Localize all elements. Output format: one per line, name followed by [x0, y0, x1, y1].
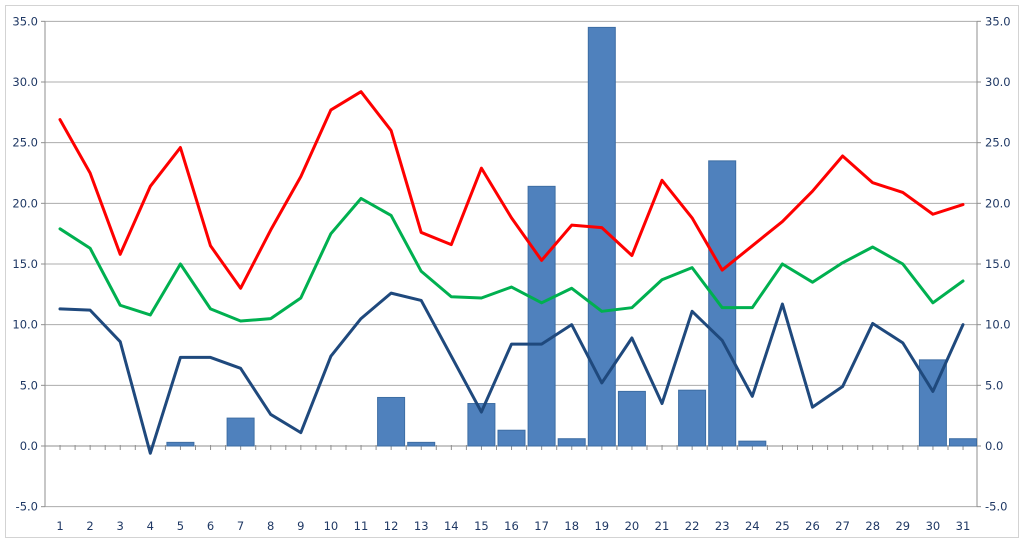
x-axis-label-11: 11 [354, 519, 369, 533]
x-axis-label-15: 15 [474, 519, 489, 533]
x-axis-label-29: 29 [895, 519, 910, 533]
x-axis-label-20: 20 [625, 519, 640, 533]
bar-day-23 [708, 160, 737, 447]
x-axis-label-14: 14 [444, 519, 459, 533]
right-axis-label-5.0: 5.0 [985, 378, 1003, 392]
x-axis-label-18: 18 [564, 519, 579, 533]
chart-frame [5, 5, 1019, 538]
left-axis-label-25.0: 25.0 [12, 136, 38, 150]
x-axis-label-3: 3 [117, 519, 124, 533]
right-axis-label-0.0: 0.0 [985, 439, 1003, 453]
x-axis-label-6: 6 [207, 519, 214, 533]
bar-day-12 [377, 396, 406, 447]
right-axis-label-20.0: 20.0 [985, 196, 1011, 210]
x-axis-label-16: 16 [504, 519, 519, 533]
left-axis-label-0.0: 0.0 [20, 439, 38, 453]
x-axis-label-5: 5 [177, 519, 184, 533]
x-axis-label-21: 21 [655, 519, 670, 533]
x-axis-label-2: 2 [86, 519, 93, 533]
x-axis-label-10: 10 [324, 519, 339, 533]
x-axis-label-1: 1 [56, 519, 63, 533]
bar-day-16 [497, 429, 526, 447]
x-axis-label-9: 9 [297, 519, 304, 533]
x-axis-label-19: 19 [594, 519, 609, 533]
x-axis-label-17: 17 [534, 519, 549, 533]
left-axis-label-5.0: 5.0 [20, 378, 38, 392]
x-axis-label-25: 25 [775, 519, 790, 533]
bar-day-17 [527, 185, 556, 447]
right-axis-label-10.0: 10.0 [985, 318, 1011, 332]
x-axis-label-27: 27 [835, 519, 850, 533]
bar-day-7 [226, 417, 255, 447]
left-axis-label-35.0: 35.0 [12, 14, 38, 28]
left-axis-label-20.0: 20.0 [12, 196, 38, 210]
x-axis-label-12: 12 [384, 519, 399, 533]
x-axis-label-28: 28 [865, 519, 880, 533]
green-line [58, 196, 965, 323]
bar-day-31 [949, 438, 977, 447]
x-axis-label-13: 13 [414, 519, 429, 533]
bar-day-18 [557, 438, 586, 447]
x-axis-label-30: 30 [926, 519, 941, 533]
bar-day-24 [738, 440, 767, 447]
right-axis-label-15.0: 15.0 [985, 257, 1011, 271]
bar-day-5 [166, 441, 195, 447]
left-axis-label-30.0: 30.0 [12, 75, 38, 89]
x-axis-label-8: 8 [267, 519, 274, 533]
x-axis-label-24: 24 [745, 519, 760, 533]
x-axis-label-23: 23 [715, 519, 730, 533]
x-axis-label-4: 4 [147, 519, 154, 533]
bar-day-13 [407, 441, 436, 447]
right-axis-label--5.0: -5.0 [985, 500, 1007, 514]
right-axis-label-25.0: 25.0 [985, 136, 1011, 150]
left-axis-label--5.0: -5.0 [16, 500, 38, 514]
x-axis-label-31: 31 [956, 519, 971, 533]
left-axis-label-10.0: 10.0 [12, 318, 38, 332]
bar-day-22 [678, 389, 707, 447]
red-line [58, 90, 965, 290]
right-axis-label-30.0: 30.0 [985, 75, 1011, 89]
x-axis-label-7: 7 [237, 519, 244, 533]
x-axis-label-26: 26 [805, 519, 820, 533]
bar-day-20 [617, 390, 646, 447]
x-axis-label-22: 22 [685, 519, 700, 533]
navy-line [58, 291, 965, 455]
right-axis-label-35.0: 35.0 [985, 14, 1011, 28]
left-axis-label-15.0: 15.0 [12, 257, 38, 271]
